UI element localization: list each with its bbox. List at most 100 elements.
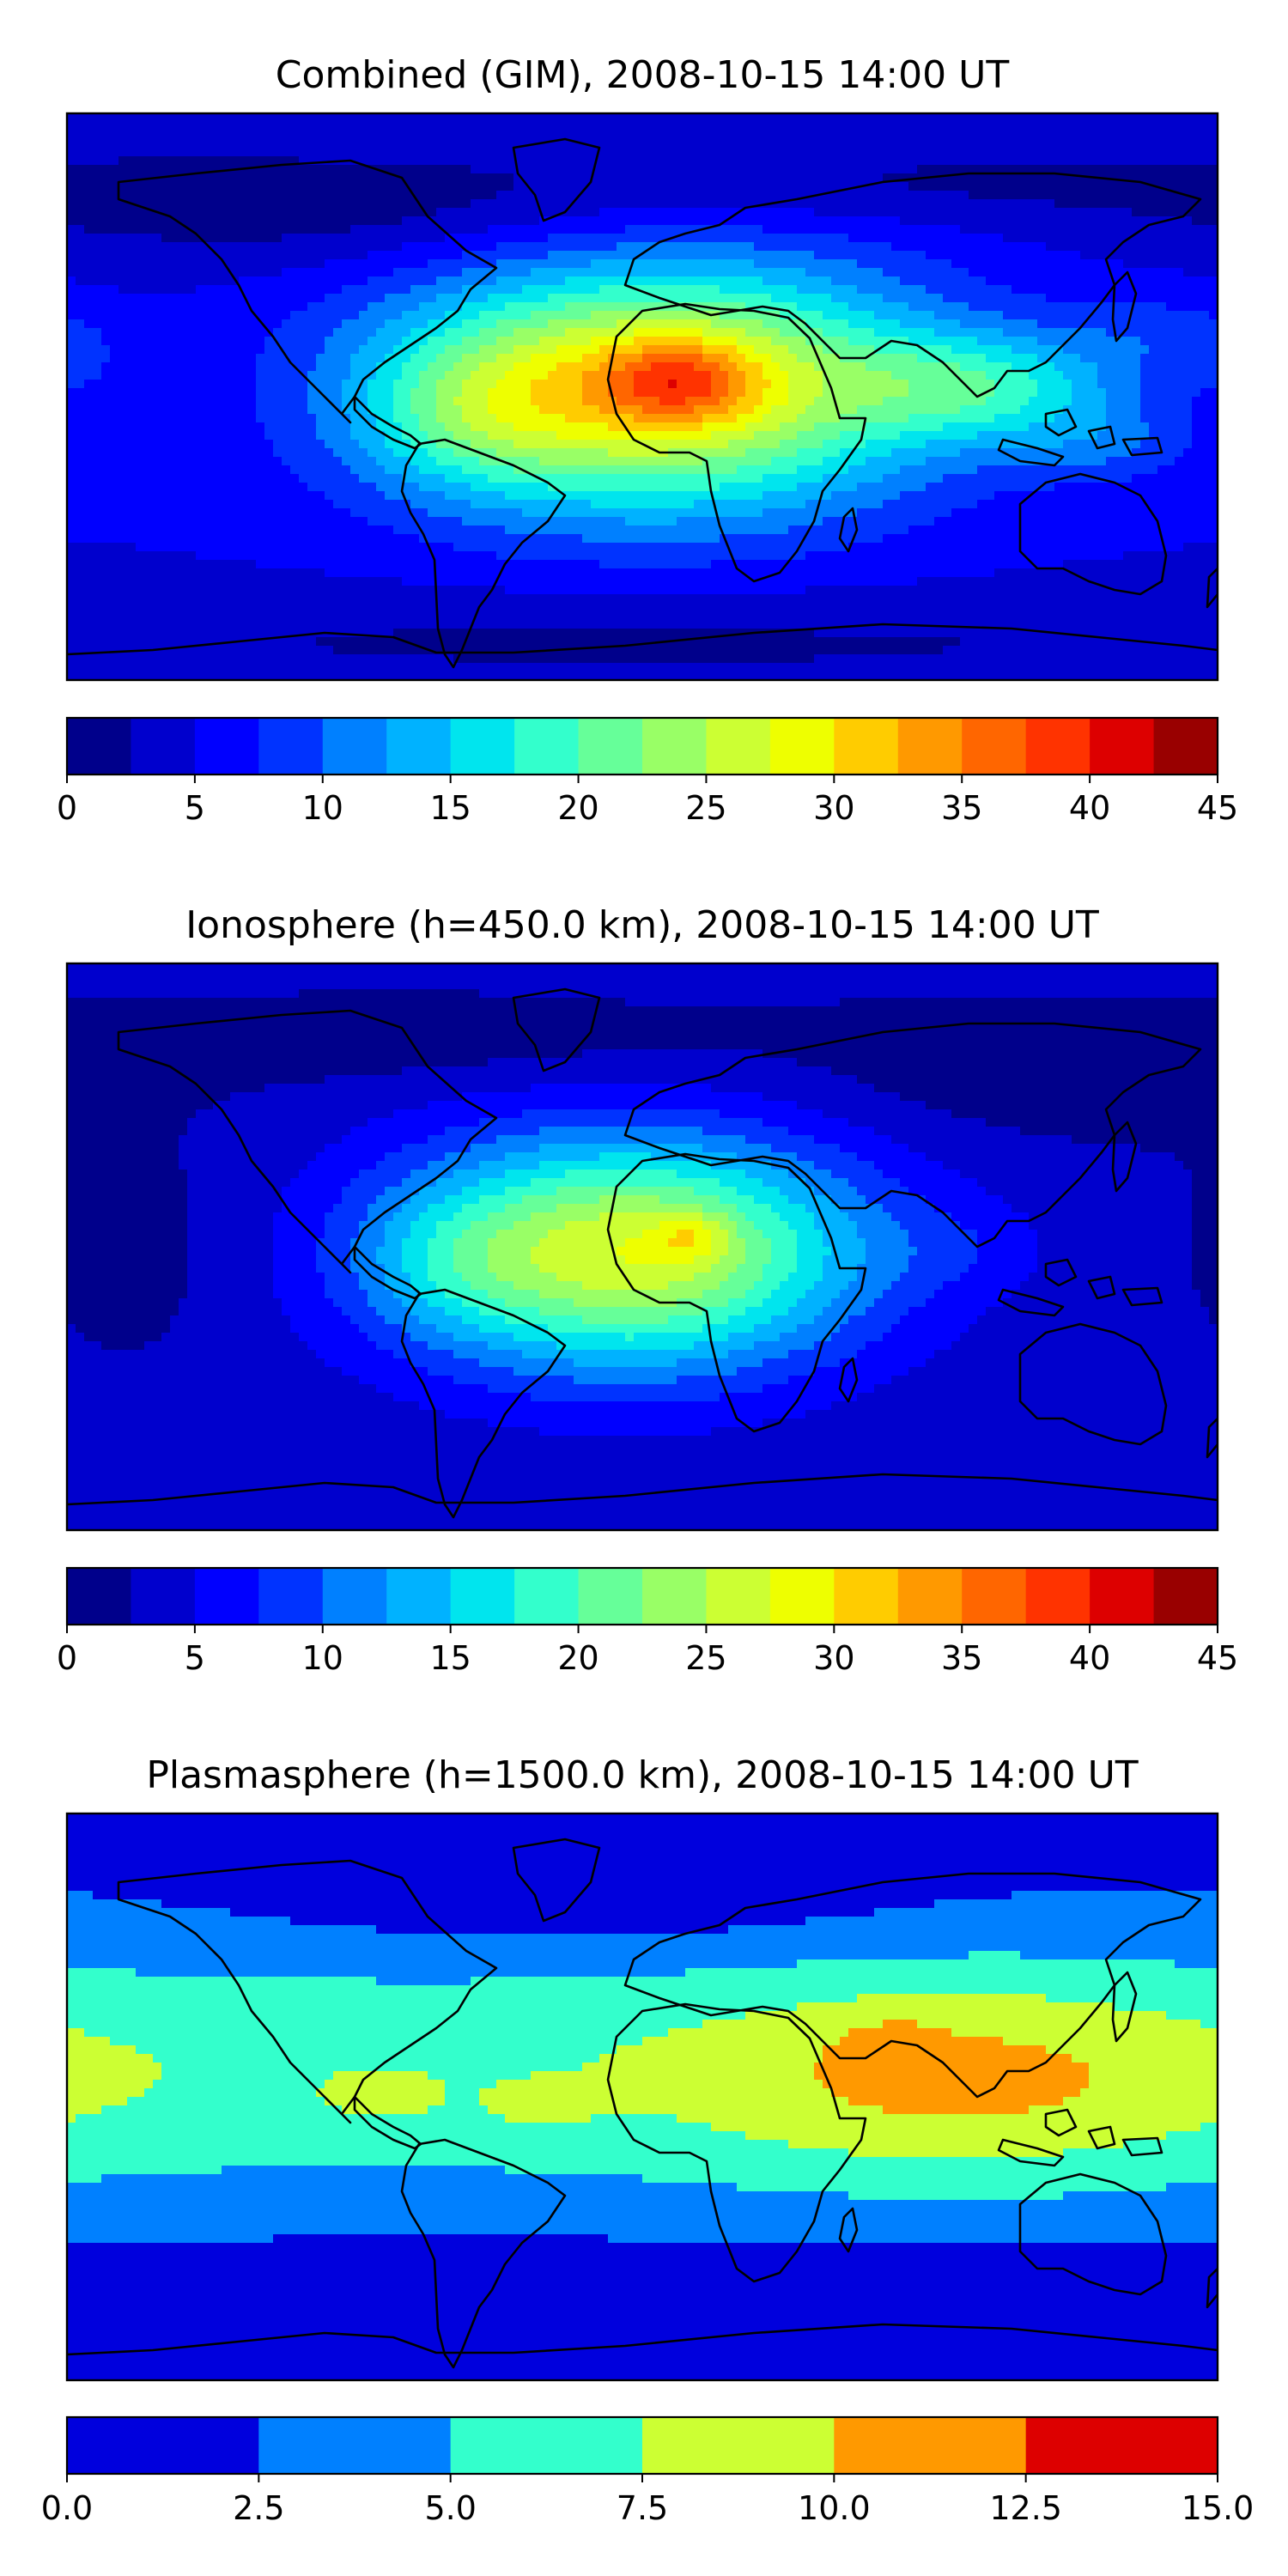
heatmap-cell: [488, 225, 497, 234]
heatmap-cell: [642, 216, 652, 226]
heatmap-cell: [926, 422, 935, 432]
heatmap-cell: [1080, 422, 1090, 432]
heatmap-cell: [642, 311, 652, 320]
heatmap-cell: [410, 225, 420, 234]
heatmap-cell: [651, 216, 660, 226]
heatmap-cell: [385, 208, 394, 217]
heatmap-cell: [196, 302, 205, 312]
heatmap-cell: [582, 199, 592, 209]
heatmap-cell: [969, 182, 978, 191]
heatmap-cell: [642, 345, 652, 355]
heatmap-cell: [711, 354, 720, 363]
heatmap-cell: [1192, 148, 1201, 157]
heatmap-cell: [591, 251, 600, 260]
heatmap-cell: [1054, 371, 1064, 380]
heatmap-cell: [857, 199, 866, 209]
heatmap-cell: [711, 380, 720, 389]
heatmap-cell: [127, 259, 137, 269]
heatmap-cell: [1209, 199, 1218, 209]
heatmap-cell: [685, 113, 695, 123]
heatmap-cell: [393, 242, 403, 252]
heatmap-cell: [1020, 225, 1030, 234]
heatmap-cell: [539, 131, 549, 140]
heatmap-cell: [642, 191, 652, 200]
heatmap-cell: [1097, 405, 1107, 415]
heatmap-cell: [1037, 113, 1047, 123]
heatmap-cell: [582, 191, 592, 200]
heatmap-cell: [874, 216, 884, 226]
heatmap-cell: [239, 362, 248, 372]
heatmap-cell: [823, 259, 832, 269]
heatmap-cell: [926, 165, 935, 174]
heatmap-cell: [462, 276, 471, 286]
heatmap-cell: [1097, 328, 1107, 337]
heatmap-cell: [917, 345, 927, 355]
heatmap-cell: [471, 414, 480, 423]
heatmap-cell: [531, 268, 540, 277]
heatmap-cell: [969, 319, 978, 329]
heatmap-cell: [977, 354, 987, 363]
heatmap-cell: [771, 122, 781, 131]
heatmap-cell: [342, 311, 351, 320]
heatmap-cell: [831, 311, 841, 320]
heatmap-cell: [608, 405, 617, 415]
heatmap-cell: [574, 234, 583, 243]
heatmap-cell: [677, 199, 686, 209]
heatmap-cell: [316, 234, 325, 243]
heatmap-cell: [651, 405, 660, 415]
heatmap-cell: [728, 422, 738, 432]
heatmap-cell: [1115, 208, 1124, 217]
heatmap-cell: [453, 173, 463, 183]
heatmap-cell: [908, 345, 918, 355]
heatmap-cell: [857, 216, 866, 226]
heatmap-cell: [702, 113, 712, 123]
heatmap-cell: [1020, 414, 1030, 423]
heatmap-cell: [479, 242, 489, 252]
heatmap-cell: [900, 148, 909, 157]
heatmap-cell: [1072, 268, 1081, 277]
heatmap-cell: [505, 302, 514, 312]
heatmap-cell: [582, 259, 592, 269]
heatmap-cell: [256, 165, 265, 174]
heatmap-cell: [857, 371, 866, 380]
heatmap-cell: [762, 234, 772, 243]
heatmap-cell: [702, 234, 712, 243]
heatmap-cell: [1003, 422, 1012, 432]
heatmap-cell: [1080, 225, 1090, 234]
heatmap-cell: [951, 139, 961, 149]
heatmap-cell: [67, 276, 76, 286]
heatmap-cell: [1089, 276, 1098, 286]
heatmap-cell: [831, 156, 841, 166]
heatmap-cell: [247, 234, 257, 243]
heatmap-cell: [170, 311, 179, 320]
heatmap-cell: [76, 122, 85, 131]
heatmap-cell: [814, 362, 823, 372]
heatmap-cell: [874, 234, 884, 243]
heatmap-cell: [273, 422, 283, 432]
heatmap-cell: [153, 337, 162, 346]
heatmap-cell: [1115, 139, 1124, 149]
heatmap-cell: [196, 122, 205, 131]
heatmap-cell: [677, 122, 686, 131]
heatmap-cell: [76, 156, 85, 166]
heatmap-cell: [1175, 173, 1184, 183]
heatmap-cell: [926, 199, 935, 209]
heatmap-cell: [316, 319, 325, 329]
heatmap-cell: [1123, 191, 1133, 200]
heatmap-cell: [299, 208, 308, 217]
heatmap-cell: [883, 139, 892, 149]
heatmap-cell: [170, 156, 179, 166]
heatmap-cell: [797, 234, 806, 243]
heatmap-cell: [1046, 268, 1055, 277]
heatmap-cell: [634, 268, 643, 277]
heatmap-cell: [488, 208, 497, 217]
heatmap-cell: [908, 259, 918, 269]
heatmap-cell: [591, 405, 600, 415]
heatmap-cell: [1063, 165, 1072, 174]
heatmap-cell: [900, 251, 909, 260]
heatmap-cell: [179, 131, 188, 140]
heatmap-cell: [668, 122, 677, 131]
heatmap-cell: [385, 182, 394, 191]
heatmap-cell: [599, 414, 609, 423]
heatmap-cell: [582, 156, 592, 166]
